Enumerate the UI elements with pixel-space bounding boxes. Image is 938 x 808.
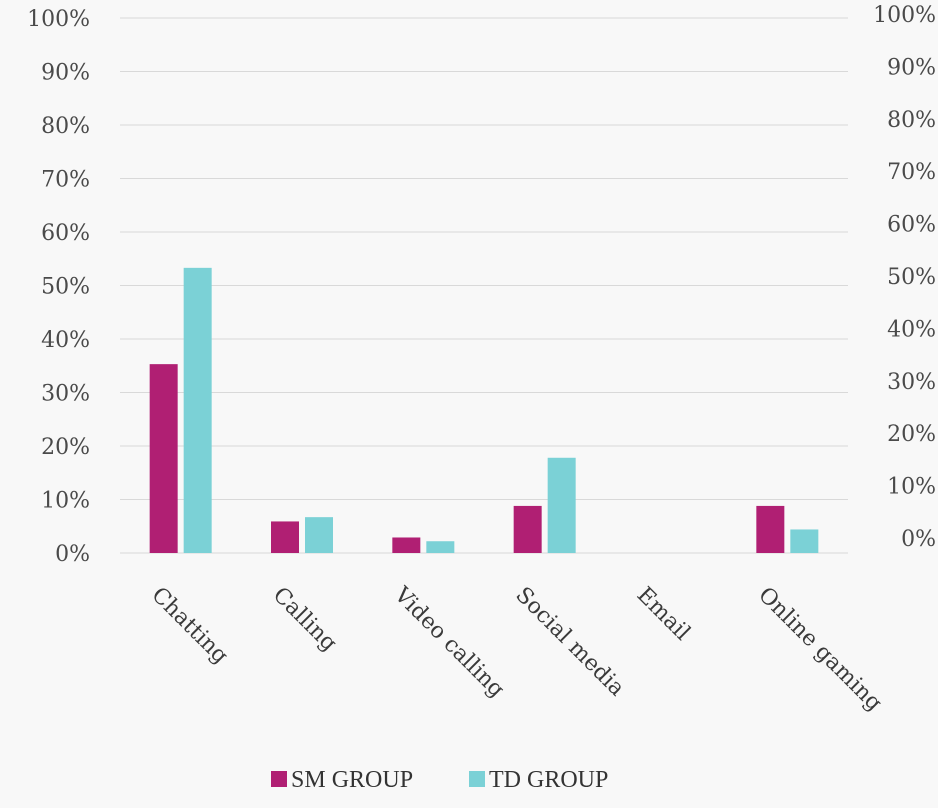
y-right-tick-label: 70% (887, 160, 936, 185)
y-left-tick-label: 0% (55, 542, 90, 567)
legend-label: SM GROUP (291, 767, 413, 793)
bar-td-1 (305, 517, 333, 553)
bar-td-0 (183, 267, 212, 553)
y-left-tick-label: 90% (41, 61, 90, 86)
y-right-tick-label: 10% (887, 475, 936, 500)
legend-swatch (469, 771, 485, 787)
legend-label: TD GROUP (489, 767, 608, 793)
y-right-tick-label: 20% (887, 422, 936, 447)
y-left-tick-label: 10% (41, 489, 90, 514)
y-left-tick-label: 50% (41, 275, 90, 300)
bar-sm-1 (271, 521, 299, 553)
y-left-tick-label: 20% (41, 435, 90, 460)
bar-td-2 (426, 541, 455, 553)
y-left-tick-label: 100% (27, 7, 90, 32)
y-left-tick-label: 60% (41, 221, 90, 246)
legend: SM GROUP TD GROUP (271, 767, 608, 793)
bar-sm-0 (149, 364, 178, 553)
category-label: Calling (268, 583, 342, 657)
y-axis-right: 0% 10% 20% 30% 40% 50% 60% 70% 80% 90% 100% (873, 3, 936, 552)
bar-sm-3 (513, 505, 542, 553)
y-left-tick-label: 80% (41, 114, 90, 139)
y-left-tick-label: 70% (41, 168, 90, 193)
bar-td-3 (547, 457, 576, 553)
bar-td-5 (790, 529, 819, 553)
y-right-tick-label: 30% (887, 370, 936, 395)
y-left-tick-label: 40% (41, 328, 90, 353)
y-right-tick-label: 0% (901, 527, 936, 552)
bars (149, 267, 819, 553)
bar-sm-5 (756, 505, 785, 553)
y-right-tick-label: 80% (887, 108, 936, 133)
category-label: Online gaming (753, 583, 887, 717)
y-axis-left: 0% 10% 20% 30% 40% 50% 60% 70% 80% 90% 100% (27, 7, 90, 567)
y-right-tick-label: 50% (887, 265, 936, 290)
legend-swatch (271, 771, 287, 787)
y-right-tick-label: 90% (887, 55, 936, 80)
x-axis: Chatting Calling Video calling Social media… (146, 582, 886, 716)
y-right-tick-label: 40% (887, 317, 936, 342)
bar-sm-2 (392, 537, 421, 553)
category-label: Video calling (388, 582, 509, 703)
y-left-tick-label: 30% (41, 382, 90, 407)
y-right-tick-label: 100% (873, 3, 936, 28)
category-label: Social media (510, 583, 629, 702)
category-label: Email (632, 583, 695, 646)
category-label: Chatting (146, 583, 232, 669)
y-right-tick-label: 60% (887, 213, 936, 238)
gridlines (120, 17, 848, 554)
